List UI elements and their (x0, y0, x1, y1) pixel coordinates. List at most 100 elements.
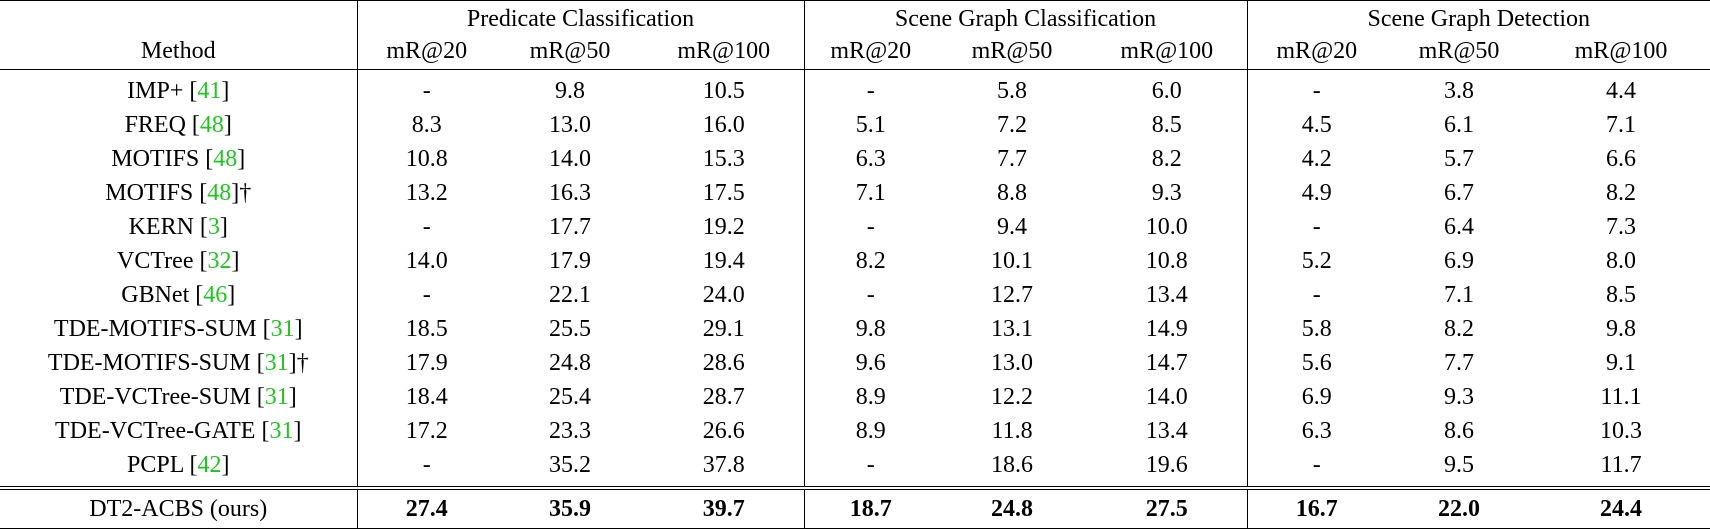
citation-link[interactable]: 48 (213, 145, 238, 172)
metric-value: 8.2 (1087, 142, 1248, 176)
metric-value: 5.7 (1444, 145, 1475, 172)
metric-value: 25.5 (549, 315, 591, 342)
metric-value: 17.5 (644, 176, 805, 210)
metric-value: 25.4 (549, 383, 591, 410)
metric-value: 9.6 (855, 349, 886, 376)
metric-value: 4.5 (1301, 111, 1332, 138)
metric-value: 8.0 (1606, 247, 1637, 274)
ours-metric-value: 16.7 (1247, 486, 1387, 529)
metric-value: 14.0 (549, 145, 591, 172)
citation-link[interactable]: 31 (269, 417, 294, 444)
method-name: IMP+ [41] (0, 69, 358, 108)
group-header-predcls: Predicate Classification (357, 0, 805, 33)
method-name: MOTIFS [48]† (0, 176, 358, 210)
metric-value: 13.1 (991, 315, 1034, 342)
metric-value: 9.8 (1606, 315, 1637, 342)
citation-link[interactable]: 48 (199, 111, 224, 138)
table-row: TDE-MOTIFS-SUM [31] 18.5 25.5 29.1 9.8 13.1 14… (0, 312, 1710, 346)
citation-close: ]† (231, 179, 252, 206)
metric-value: 7.3 (1606, 213, 1637, 240)
citation-close: ] (288, 383, 297, 410)
metric-value: 14.9 (1087, 312, 1248, 346)
metric-value: 7.1 (1606, 111, 1637, 138)
citation-link[interactable]: 31 (270, 315, 295, 342)
citation-link[interactable]: 31 (264, 383, 289, 410)
citation-close: ] (237, 145, 246, 172)
metric-value: 14.0 (1087, 380, 1248, 414)
metric-value: 8.2 (1444, 315, 1475, 342)
metric-value: 37.8 (644, 448, 805, 488)
metric-value: 19.6 (1087, 448, 1248, 488)
metric-value: 7.1 (855, 179, 886, 206)
metric-value: 8.6 (1444, 417, 1475, 444)
metric-value: - (1247, 69, 1387, 108)
group-header-sgcls: Scene Graph Classification (804, 0, 1248, 33)
metric-header: mR@20 (1247, 33, 1387, 70)
metric-value: 19.2 (644, 210, 805, 244)
metric-value: - (804, 69, 938, 108)
citation-link[interactable]: 42 (197, 451, 222, 478)
metric-value: 17.9 (405, 349, 448, 376)
metric-value: 6.0 (1087, 69, 1248, 108)
method-column-header: Method (0, 33, 358, 70)
metric-value: 18.6 (991, 451, 1034, 478)
metric-value: 7.7 (997, 145, 1028, 172)
metric-value: 35.2 (549, 451, 591, 478)
metric-value: 14.7 (1087, 346, 1248, 380)
metric-value: 4.2 (1301, 145, 1332, 172)
citation-close: ] (227, 281, 236, 308)
metric-value: 10.3 (1600, 417, 1643, 444)
metric-value: 16.3 (549, 179, 591, 206)
metric-value: - (866, 281, 875, 308)
metric-value: 12.2 (991, 383, 1034, 410)
metric-value: 8.9 (855, 383, 886, 410)
metric-value: 22.1 (549, 281, 591, 308)
ours-metric-value: 27.5 (1087, 486, 1248, 529)
method-label: TDE-VCTree-GATE [ (55, 417, 270, 444)
citation-link[interactable]: 3 (207, 213, 220, 240)
method-name: MOTIFS [48] (0, 142, 358, 176)
method-name: KERN [3] (0, 210, 358, 244)
metric-value: - (1312, 213, 1321, 240)
method-name: TDE-VCTree-GATE [31] (0, 414, 358, 448)
table-row: TDE-VCTree-SUM [31] 18.4 25.4 28.7 8.9 12.2 14… (0, 380, 1710, 414)
metric-value: 17.9 (549, 247, 591, 274)
method-name: GBNet [46] (0, 278, 358, 312)
metric-value: 18.4 (405, 383, 448, 410)
metric-value: 8.2 (1606, 179, 1637, 206)
citation-close: ] (231, 247, 240, 274)
metric-value: 9.5 (1444, 451, 1475, 478)
metric-value: 17.2 (405, 417, 448, 444)
metric-value: 9.8 (496, 69, 644, 108)
metric-value: - (866, 451, 875, 478)
metric-header: mR@50 (496, 33, 644, 70)
metric-value: 17.7 (549, 213, 591, 240)
metric-value: - (422, 281, 431, 308)
method-name: TDE-VCTree-SUM [31] (0, 380, 358, 414)
table-row: TDE-VCTree-GATE [31] 17.2 23.3 26.6 8.9 11.8 1… (0, 414, 1710, 448)
metric-value: 9.1 (1606, 349, 1637, 376)
metric-value: 13.0 (991, 349, 1034, 376)
metric-value: 8.3 (411, 111, 442, 138)
citation-link[interactable]: 41 (197, 77, 222, 104)
metric-value: 10.0 (1087, 210, 1248, 244)
method-label: TDE-MOTIFS-SUM [ (47, 349, 265, 376)
metric-value: 8.5 (1606, 281, 1637, 308)
citation-link[interactable]: 46 (203, 281, 228, 308)
table-row: MOTIFS [48]† 13.2 16.3 17.5 7.1 8.8 9.3 4.9 6.7 8… (0, 176, 1710, 210)
metric-value: 6.3 (1301, 417, 1332, 444)
metric-header-row: Method mR@20 mR@50 mR@100 mR@20 mR@50 mR… (0, 33, 1710, 70)
citation-link[interactable]: 31 (264, 349, 289, 376)
metric-value: 3.8 (1386, 69, 1533, 108)
metric-header: mR@50 (1386, 33, 1533, 70)
metric-value: 10.8 (1087, 244, 1248, 278)
table-row: TDE-MOTIFS-SUM [31]† 17.9 24.8 28.6 9.6 13.0 1… (0, 346, 1710, 380)
metric-value: - (422, 213, 431, 240)
metric-value: 5.6 (1301, 349, 1332, 376)
metric-value: 8.9 (855, 417, 886, 444)
citation-link[interactable]: 32 (207, 247, 232, 274)
metric-value: 6.3 (855, 145, 886, 172)
citation-link[interactable]: 48 (207, 179, 232, 206)
table-row: VCTree [32] 14.0 17.9 19.4 8.2 10.1 10.8 5.2 6.9… (0, 244, 1710, 278)
